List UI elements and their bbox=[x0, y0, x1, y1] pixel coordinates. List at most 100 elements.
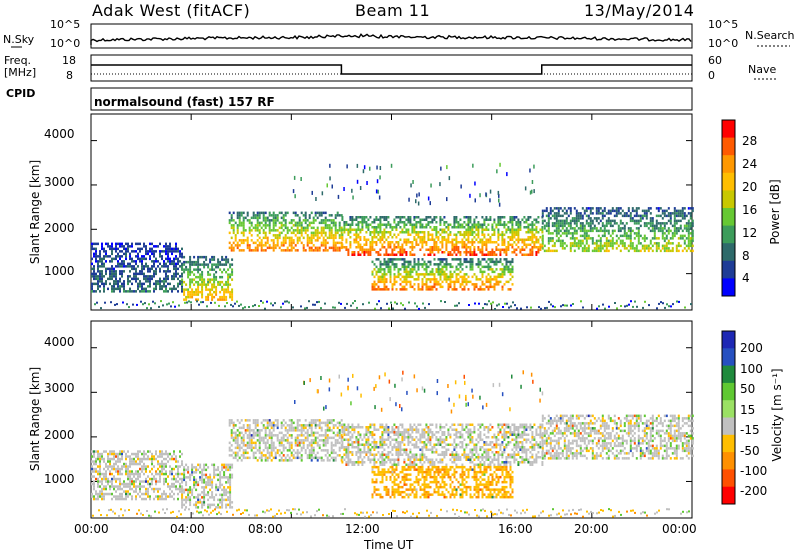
scatter-cell bbox=[200, 301, 202, 304]
scatter-cell bbox=[326, 224, 329, 227]
scatter-cell bbox=[423, 238, 426, 241]
scatter-cell bbox=[197, 258, 200, 261]
scatter-cell bbox=[421, 263, 424, 266]
scatter-cell bbox=[231, 293, 234, 296]
scatter-cell bbox=[387, 223, 390, 226]
scatter-cell bbox=[557, 207, 560, 210]
scatter-cell bbox=[248, 306, 250, 308]
scatter-cell bbox=[529, 243, 532, 246]
scatter-cell bbox=[691, 234, 694, 238]
scatter-cell bbox=[258, 241, 261, 245]
scatter-cell bbox=[453, 285, 456, 289]
scatter-cell bbox=[193, 503, 196, 507]
scatter-cell bbox=[579, 224, 582, 228]
scatter-cell bbox=[611, 224, 614, 228]
scatter-cell bbox=[547, 224, 550, 228]
scatter-cell bbox=[393, 221, 396, 224]
scatter-cell bbox=[603, 209, 606, 213]
scatter-cell bbox=[193, 483, 196, 487]
scatter-cell bbox=[306, 306, 308, 309]
scatter-cell bbox=[147, 267, 149, 271]
scatter-cell bbox=[535, 221, 538, 224]
scatter-cell bbox=[298, 441, 301, 445]
scatter-cell bbox=[264, 436, 267, 440]
scatter-cell bbox=[272, 304, 274, 307]
scatter-cell bbox=[587, 249, 590, 253]
scatter-cell bbox=[415, 231, 418, 234]
scatter-cell bbox=[383, 258, 386, 261]
scatter-cell bbox=[308, 221, 311, 225]
scatter-cell bbox=[113, 282, 115, 286]
scatter-cell bbox=[217, 263, 220, 266]
scatter-cell bbox=[274, 221, 277, 225]
scatter-cell bbox=[627, 214, 630, 218]
scatter-cell bbox=[575, 222, 578, 225]
scatter-cell bbox=[421, 265, 424, 269]
scatter-cell bbox=[268, 211, 271, 215]
scatter-cell bbox=[531, 233, 534, 236]
scatter-cell bbox=[413, 226, 416, 229]
scatter-cell bbox=[445, 265, 448, 269]
scatter-cell bbox=[97, 477, 99, 481]
scatter-cell bbox=[209, 496, 212, 499]
scatter-cell bbox=[288, 249, 291, 252]
scatter-cell bbox=[262, 449, 265, 452]
scatter-cell bbox=[284, 226, 287, 230]
scatter-cell bbox=[477, 223, 480, 226]
scatter-cell bbox=[131, 482, 133, 486]
scatter-cell bbox=[270, 434, 273, 437]
scatter-cell bbox=[189, 476, 192, 479]
scatter-cell bbox=[185, 498, 188, 502]
scatter-cell bbox=[683, 247, 686, 250]
scatter-cell bbox=[571, 242, 574, 245]
scatter-cell bbox=[463, 236, 466, 239]
scatter-cell bbox=[191, 263, 194, 266]
scatter-cell bbox=[681, 212, 684, 215]
scatter-cell bbox=[171, 467, 173, 471]
scatter-cell bbox=[689, 232, 692, 235]
scatter-cell bbox=[510, 305, 512, 308]
scatter-cell bbox=[555, 207, 558, 210]
scatter-cell bbox=[459, 226, 462, 229]
scatter-cell bbox=[689, 237, 692, 240]
nave-label: Nave bbox=[748, 63, 777, 76]
scatter-cell bbox=[290, 249, 293, 252]
scatter-cell bbox=[443, 216, 446, 219]
scatter-cell bbox=[207, 265, 210, 269]
scatter-cell bbox=[453, 248, 456, 251]
scatter-cell bbox=[189, 278, 192, 281]
scatter-cell bbox=[217, 265, 220, 269]
scatter-cell bbox=[371, 241, 374, 244]
scatter-cell bbox=[147, 270, 149, 273]
scatter-cell bbox=[515, 231, 518, 234]
scatter-cell bbox=[227, 258, 230, 261]
scatter-cell bbox=[387, 246, 390, 249]
scatter-cell bbox=[481, 258, 484, 261]
scatter-cell bbox=[272, 424, 275, 427]
scatter-cell bbox=[189, 285, 192, 289]
scatter-cell bbox=[469, 268, 472, 271]
scatter-cell bbox=[475, 226, 478, 229]
scatter-cell bbox=[274, 424, 277, 427]
scatter-cell bbox=[147, 280, 149, 283]
scatter-cell bbox=[107, 455, 109, 458]
scatter-cell bbox=[211, 486, 214, 489]
scatter-cell bbox=[282, 229, 285, 232]
scatter-cell bbox=[419, 241, 422, 244]
scatter-cell bbox=[397, 221, 400, 224]
scatter-cell bbox=[320, 219, 323, 222]
scatter-cell bbox=[175, 247, 177, 251]
scatter-cell bbox=[229, 293, 232, 296]
scatter-cell bbox=[417, 278, 420, 281]
scatter-cell bbox=[143, 272, 145, 276]
scatter-cell bbox=[248, 436, 251, 440]
scatter-cell bbox=[322, 236, 325, 240]
scatter-cell bbox=[109, 472, 111, 476]
scatter-cell bbox=[242, 239, 245, 242]
scatter-cell bbox=[95, 255, 97, 258]
scatter-cell bbox=[603, 244, 606, 248]
scatter-cell bbox=[119, 262, 121, 266]
scatter-cell bbox=[511, 223, 514, 226]
scatter-cell bbox=[469, 226, 472, 229]
scatter-cell bbox=[135, 242, 137, 246]
